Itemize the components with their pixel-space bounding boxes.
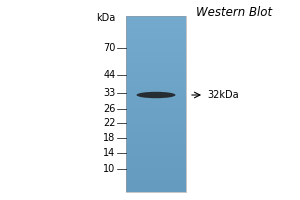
Text: 18: 18 (103, 133, 116, 143)
Bar (126, 57, 186, 60)
Bar (126, 101, 186, 104)
Bar (126, 49, 186, 51)
Bar (126, 172, 186, 174)
Bar (126, 176, 186, 179)
Bar (126, 33, 186, 36)
Bar (126, 27, 186, 29)
Text: kDa: kDa (96, 13, 116, 23)
Text: Western Blot: Western Blot (196, 6, 272, 19)
Bar (126, 150, 186, 152)
Bar (126, 167, 186, 170)
Bar (126, 106, 186, 108)
Bar (126, 126, 186, 128)
Bar (126, 143, 186, 146)
Bar (126, 16, 186, 192)
Bar (126, 139, 186, 141)
Bar (126, 174, 186, 177)
Bar (126, 71, 186, 73)
Bar (126, 178, 186, 181)
Bar (126, 154, 186, 157)
Bar (126, 18, 186, 20)
Bar (126, 68, 186, 71)
Bar (126, 40, 186, 42)
Bar (126, 42, 186, 45)
Bar (126, 44, 186, 47)
Bar (126, 163, 186, 166)
Bar (126, 148, 186, 150)
Text: 10: 10 (103, 164, 116, 174)
Bar (126, 165, 186, 168)
Bar (126, 66, 186, 69)
Bar (126, 110, 186, 113)
Bar (126, 84, 186, 86)
Text: 33: 33 (103, 88, 116, 98)
Text: 44: 44 (103, 70, 116, 80)
Bar (126, 62, 186, 64)
Bar (126, 104, 186, 106)
Bar (126, 46, 186, 49)
Bar (126, 159, 186, 161)
Bar (126, 112, 186, 115)
Bar (126, 53, 186, 56)
Bar (126, 93, 186, 95)
Bar (126, 141, 186, 144)
Bar (126, 38, 186, 40)
Bar (126, 82, 186, 84)
Bar (126, 156, 186, 159)
Bar (126, 20, 186, 23)
Text: 32kDa: 32kDa (207, 90, 238, 100)
Bar (126, 90, 186, 93)
Bar (126, 130, 186, 133)
Bar (126, 121, 186, 124)
Bar (126, 60, 186, 62)
Bar (126, 117, 186, 119)
Bar (126, 97, 186, 100)
Bar (126, 24, 186, 27)
Bar (126, 79, 186, 82)
Text: 22: 22 (103, 118, 116, 128)
Bar (126, 119, 186, 122)
Bar (126, 16, 186, 18)
Bar (126, 145, 186, 148)
Bar (126, 161, 186, 163)
Bar (126, 75, 186, 78)
Text: 26: 26 (103, 104, 116, 114)
Bar (126, 95, 186, 97)
Text: 14: 14 (103, 148, 116, 158)
Bar (126, 108, 186, 111)
Bar (126, 115, 186, 117)
Bar (126, 29, 186, 31)
Bar (126, 187, 186, 190)
Bar (126, 31, 186, 34)
Bar (126, 88, 186, 91)
Bar (126, 185, 186, 188)
Bar (126, 181, 186, 183)
Bar (126, 132, 186, 135)
Bar (126, 152, 186, 155)
Bar (126, 22, 186, 25)
Bar (126, 134, 186, 137)
Bar (126, 77, 186, 80)
Bar (126, 73, 186, 75)
Bar (126, 86, 186, 89)
Ellipse shape (136, 92, 176, 98)
Text: 70: 70 (103, 43, 116, 53)
Bar (126, 189, 186, 192)
Bar (126, 128, 186, 130)
Bar (126, 123, 186, 126)
Bar (126, 137, 186, 139)
Bar (126, 99, 186, 102)
Bar (126, 55, 186, 58)
Bar (126, 64, 186, 67)
Bar (126, 35, 186, 38)
Bar (126, 183, 186, 185)
Bar (126, 170, 186, 172)
Bar (126, 51, 186, 53)
